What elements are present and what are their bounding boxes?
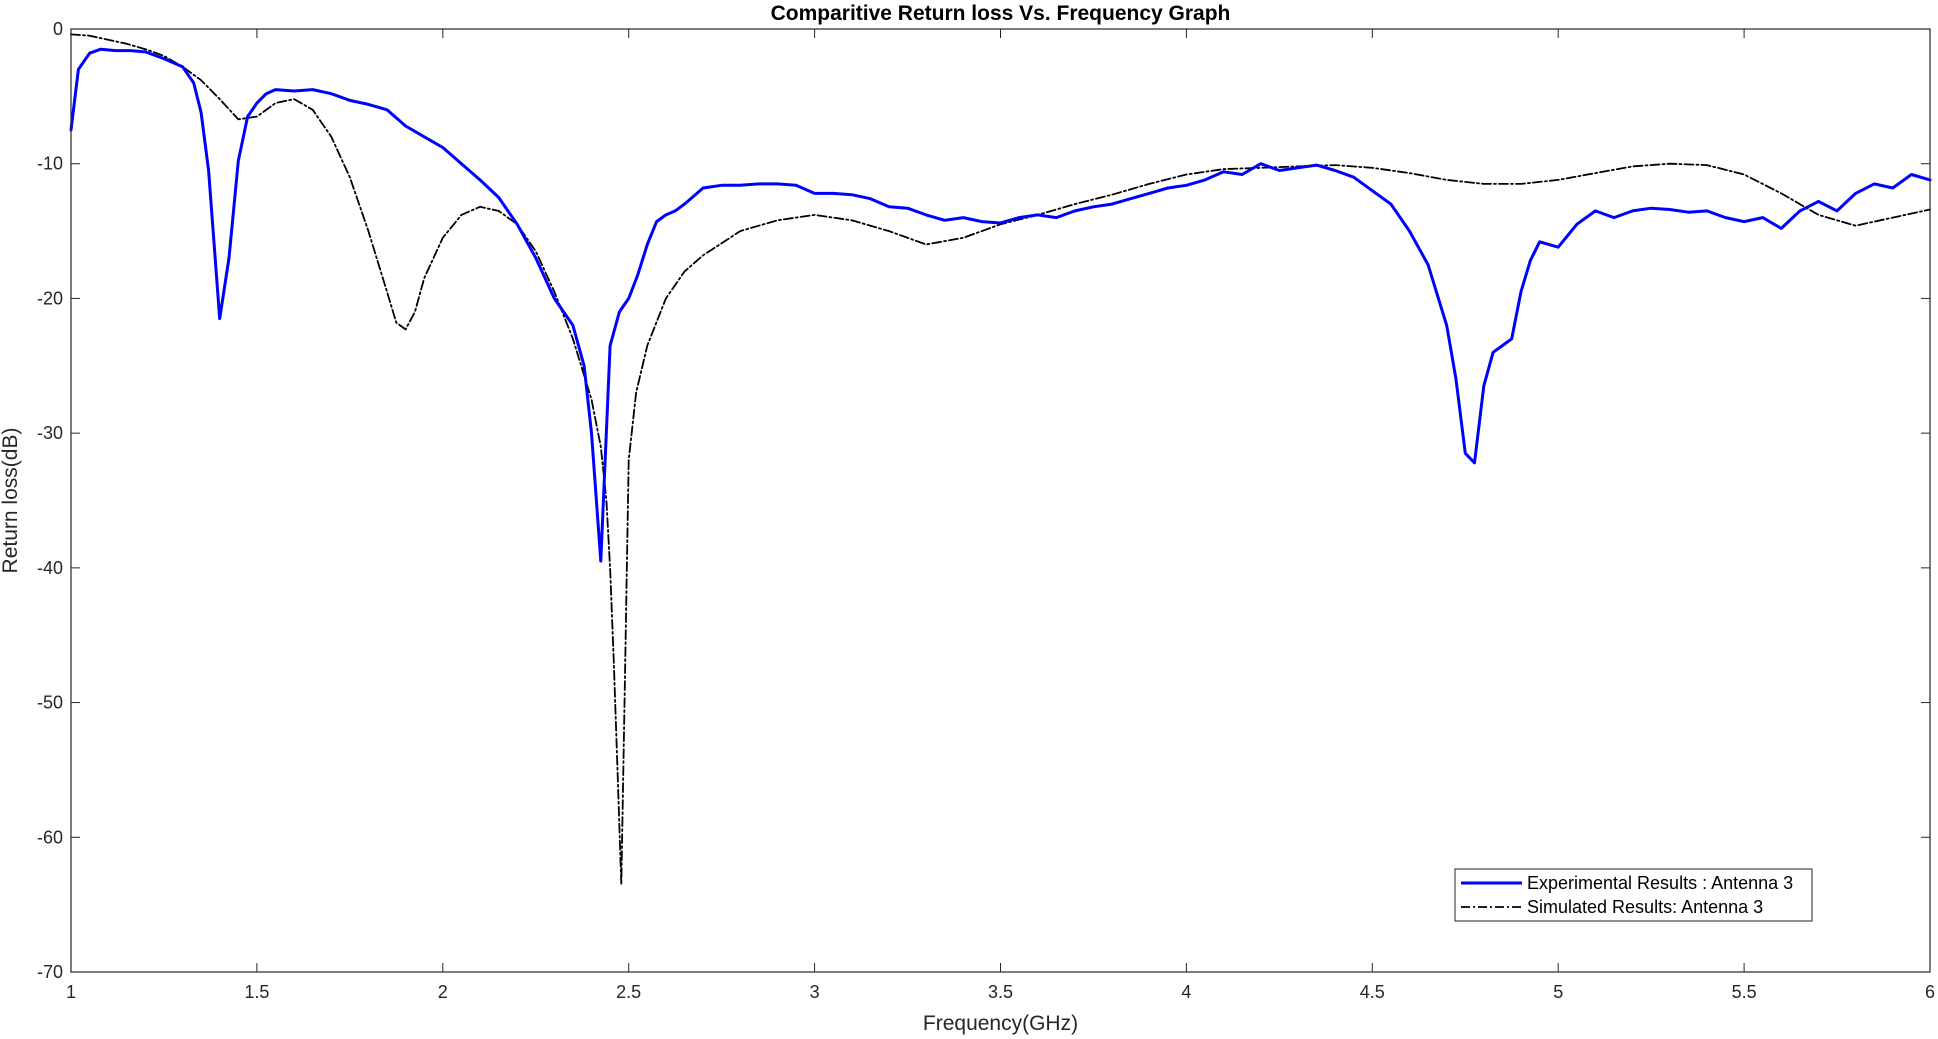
y-tick-label: -50 [37,693,63,713]
y-tick-label: -10 [37,154,63,174]
x-tick-label: 2.5 [616,982,641,1002]
series-line-experimental [69,47,1932,563]
legend-label: Simulated Results: Antenna 3 [1527,897,1763,917]
legend-box [1454,868,1813,922]
y-tick-label: -20 [37,288,63,308]
y-tick-label: -60 [37,827,63,847]
y-tick-label: -30 [37,423,63,443]
legend-label: Experimental Results : Antenna 3 [1527,873,1793,893]
x-tick-label: 4.5 [1360,982,1385,1002]
x-tick-label: 5 [1553,982,1563,1002]
legend-entries: Experimental Results : Antenna 3 Simulate… [1461,873,1793,917]
series-line-simulated [70,33,1931,886]
y-tick-label: -40 [37,558,63,578]
chart-title: Comparitive Return loss Vs. Frequency Gr… [771,2,1231,25]
y-axis-ticks: 0 -10 -20 -30 -40 -50 -60 -70 [37,19,1930,982]
plot-area [71,29,1930,972]
y-axis-label: Return loss(dB) [0,428,22,574]
x-tick-label: 3 [810,982,820,1002]
x-axis-label: Frequency(GHz) [923,1012,1078,1035]
x-tick-label: 1 [66,982,76,1002]
x-tick-label: 1.5 [244,982,269,1002]
x-tick-label: 2 [438,982,448,1002]
plot-frame [70,28,1931,973]
x-tick-label: 6 [1925,982,1935,1002]
y-tick-label: -70 [37,962,63,982]
series-layer [69,33,1932,886]
x-axis-ticks: 1 1.5 2 2.5 3 3.5 4 4.5 5 5.5 6 [66,29,1935,1002]
x-tick-label: 3.5 [988,982,1013,1002]
legend: Experimental Results : Antenna 3 Simulate… [1454,868,1813,922]
y-tick-label: 0 [53,19,63,39]
x-tick-label: 5.5 [1732,982,1757,1002]
x-tick-label: 4 [1181,982,1191,1002]
